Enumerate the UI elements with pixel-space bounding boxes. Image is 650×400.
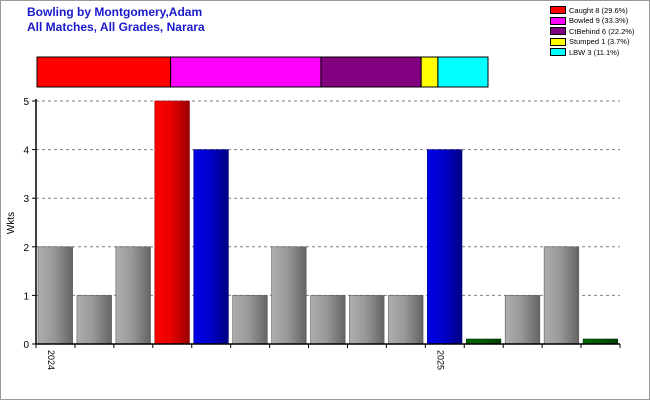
bar bbox=[504, 295, 541, 345]
y-tick-label: 4 bbox=[23, 146, 29, 157]
legend-item: CtBehind 6 (22.2%) bbox=[550, 26, 634, 37]
legend-label: Bowled 9 (33.3%) bbox=[569, 16, 629, 26]
y-tick-label: 0 bbox=[23, 340, 29, 351]
legend-label: Caught 8 (29.6%) bbox=[569, 5, 628, 15]
legend-label: Stumped 1 (3.7%) bbox=[569, 37, 630, 47]
legend-label: LBW 3 (11.1%) bbox=[569, 47, 620, 57]
legend-swatch bbox=[550, 16, 566, 25]
bar bbox=[349, 295, 385, 345]
bar bbox=[115, 246, 151, 345]
y-tick-label: 5 bbox=[23, 97, 29, 108]
dismissal-segment-1 bbox=[170, 56, 322, 88]
bar bbox=[193, 149, 229, 345]
y-tick-label: 2 bbox=[23, 243, 29, 254]
chart-title: Bowling by Montgomery,Adam bbox=[27, 5, 203, 19]
legend-swatch bbox=[550, 27, 566, 36]
x-tick-label: 2025 bbox=[435, 350, 445, 370]
legend: Caught 8 (29.6%) Bowled 9 (33.3%) CtBehind… bbox=[550, 5, 634, 58]
legend-label: CtBehind 6 (22.2%) bbox=[569, 26, 635, 36]
y-tick-label: 3 bbox=[23, 194, 29, 205]
dismissal-segment-2 bbox=[320, 56, 422, 88]
legend-swatch bbox=[550, 48, 566, 57]
legend-swatch bbox=[550, 6, 566, 15]
legend-item: Stumped 1 (3.7%) bbox=[550, 37, 634, 48]
x-tick-label: 2024 bbox=[46, 350, 56, 370]
dismissal-segment-3 bbox=[420, 56, 439, 88]
legend-item: Bowled 9 (33.3%) bbox=[550, 16, 634, 27]
bar bbox=[427, 149, 463, 345]
bar bbox=[388, 295, 424, 345]
bar bbox=[310, 295, 346, 345]
bar bbox=[543, 246, 580, 345]
bar bbox=[232, 295, 268, 345]
legend-swatch bbox=[550, 37, 566, 46]
bar bbox=[37, 246, 73, 345]
bar bbox=[271, 246, 307, 345]
bar bbox=[76, 295, 112, 345]
y-tick-label: 1 bbox=[23, 291, 29, 302]
dismissal-segment-4 bbox=[437, 56, 489, 88]
legend-item: LBW 3 (11.1%) bbox=[550, 47, 634, 58]
legend-item: Caught 8 (29.6%) bbox=[550, 5, 634, 16]
y-axis-label: Wkts bbox=[6, 212, 17, 234]
bar bbox=[154, 100, 190, 345]
chart-subtitle: All Matches, All Grades, Narara bbox=[27, 20, 205, 34]
dismissal-segment-0 bbox=[36, 56, 172, 88]
